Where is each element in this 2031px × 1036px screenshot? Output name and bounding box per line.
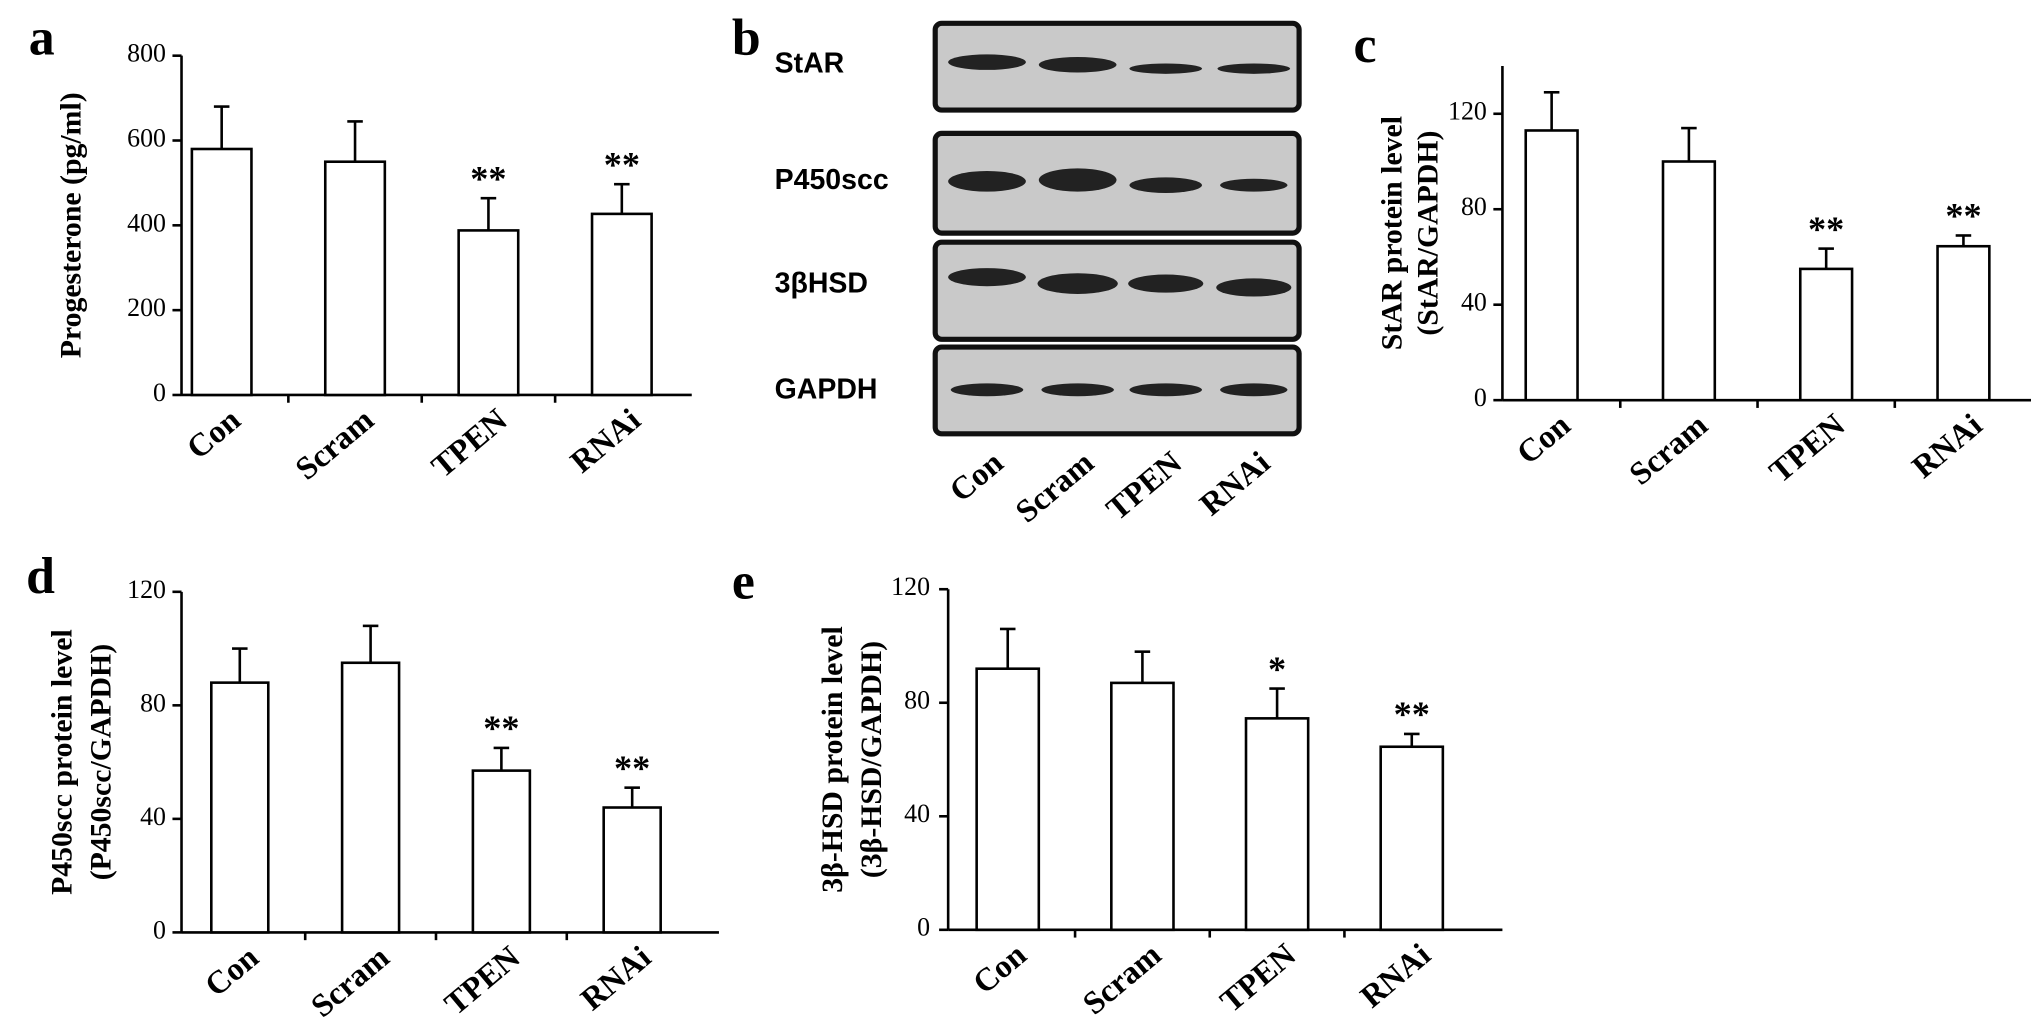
y-axis-label: (3β-HSD/GAPDH) bbox=[855, 641, 888, 878]
significance: ** bbox=[1808, 209, 1844, 249]
bar bbox=[471, 769, 532, 934]
y-axis-label: (StAR/GAPDH) bbox=[1412, 131, 1445, 336]
bar bbox=[210, 681, 270, 934]
blot-image bbox=[932, 20, 1302, 437]
x-tick-label: Scram bbox=[304, 939, 396, 1024]
x-tick-label: TPEN bbox=[425, 402, 514, 485]
bar bbox=[1798, 267, 1854, 402]
significance: ** bbox=[1394, 694, 1430, 734]
lane-label: Scram bbox=[1009, 445, 1101, 530]
panel-label: c bbox=[1353, 17, 1376, 74]
y-tick-label: 0 bbox=[153, 915, 166, 944]
bar bbox=[602, 806, 662, 934]
x-tick-label: Con bbox=[966, 937, 1033, 1002]
panel-label: e bbox=[732, 553, 755, 610]
bar bbox=[1524, 129, 1579, 402]
blot-row-label: P450scc bbox=[775, 164, 889, 196]
blot-strip bbox=[932, 239, 1302, 342]
y-axis-label: 3β-HSD protein level bbox=[816, 626, 849, 892]
y-tick-label: 0 bbox=[917, 913, 930, 942]
y-axis-label: (P450scc/GAPDH) bbox=[84, 644, 117, 880]
significance: * bbox=[1268, 649, 1286, 689]
y-tick-label: 80 bbox=[904, 686, 930, 715]
x-tick-label: Con bbox=[180, 402, 247, 467]
y-axis-label: P450scc protein level bbox=[45, 629, 78, 895]
y-axis-label: Progesterone (pg/ml) bbox=[55, 92, 88, 358]
panel-label: b bbox=[732, 9, 761, 66]
y-tick-label: 120 bbox=[891, 572, 930, 601]
x-tick-label: RNAi bbox=[564, 402, 648, 480]
x-tick-label: RNAi bbox=[1354, 937, 1438, 1015]
significance: ** bbox=[614, 748, 650, 788]
y-tick-label: 80 bbox=[1461, 192, 1487, 221]
significance: ** bbox=[604, 144, 640, 184]
blot-strip bbox=[932, 20, 1302, 113]
bar bbox=[1936, 244, 1991, 402]
x-tick-label: Scram bbox=[289, 402, 381, 487]
lane-label: Con bbox=[943, 445, 1010, 510]
x-tick-label: TPEN bbox=[1214, 937, 1303, 1020]
blot-row-label: GAPDH bbox=[775, 374, 878, 406]
bar bbox=[1661, 160, 1717, 402]
bar bbox=[1379, 745, 1445, 932]
blot-row-label: StAR bbox=[775, 47, 845, 79]
bar bbox=[457, 229, 520, 397]
x-tick-label: RNAi bbox=[1906, 407, 1990, 485]
bar bbox=[323, 160, 387, 397]
significance: ** bbox=[470, 158, 506, 198]
x-tick-label: Con bbox=[198, 939, 265, 1004]
x-tick-label: RNAi bbox=[574, 939, 658, 1017]
y-tick-label: 0 bbox=[1474, 383, 1487, 412]
y-tick-label: 800 bbox=[127, 39, 166, 68]
blot-strip bbox=[932, 130, 1302, 236]
bar bbox=[1244, 717, 1310, 932]
lane-label: RNAi bbox=[1193, 445, 1277, 523]
significance: ** bbox=[483, 708, 519, 748]
y-tick-label: 40 bbox=[1461, 288, 1487, 317]
y-tick-label: 400 bbox=[127, 208, 166, 237]
y-tick-label: 0 bbox=[153, 378, 166, 407]
x-tick-label: Con bbox=[1510, 407, 1577, 472]
blot-row-label: 3βHSD bbox=[775, 267, 868, 299]
bar bbox=[1110, 681, 1175, 932]
x-tick-label: Scram bbox=[1076, 937, 1168, 1022]
x-tick-label: Scram bbox=[1623, 407, 1715, 492]
y-tick-label: 40 bbox=[904, 799, 930, 828]
panel-label: a bbox=[29, 9, 55, 66]
y-tick-label: 40 bbox=[140, 802, 166, 831]
blot-strip bbox=[932, 344, 1302, 437]
y-tick-label: 120 bbox=[127, 575, 166, 604]
x-tick-label: TPEN bbox=[438, 939, 527, 1022]
bar bbox=[340, 661, 401, 934]
lane-label: TPEN bbox=[1100, 445, 1189, 528]
x-tick-label: TPEN bbox=[1763, 407, 1852, 490]
y-tick-label: 200 bbox=[127, 293, 166, 322]
panel-label: d bbox=[26, 548, 55, 605]
y-tick-label: 600 bbox=[127, 123, 166, 152]
y-tick-label: 80 bbox=[140, 688, 166, 717]
blot-bands bbox=[948, 54, 1292, 397]
y-axis-label: StAR protein level bbox=[1375, 116, 1408, 350]
y-tick-label: 120 bbox=[1448, 97, 1487, 126]
bar bbox=[190, 147, 253, 397]
bar bbox=[590, 212, 653, 397]
significance: ** bbox=[1945, 196, 1981, 236]
bar bbox=[975, 667, 1041, 932]
